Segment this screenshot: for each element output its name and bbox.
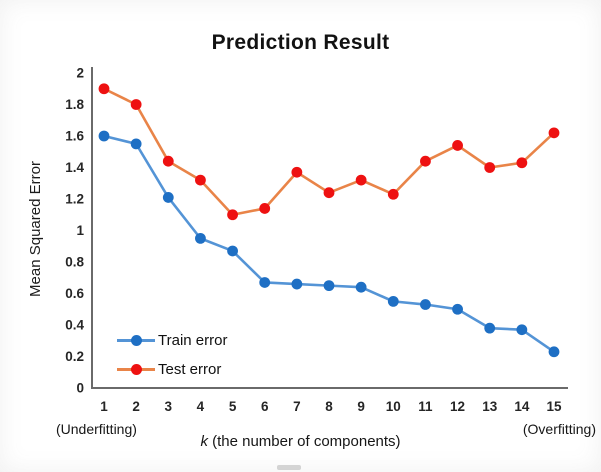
x-tick-label: 10 [386,399,401,414]
train-error-point [98,130,110,142]
test-error-point [484,162,496,173]
train-error-point [548,346,560,358]
x-tick-label: 5 [229,399,237,414]
y-tick-label: 0 [76,381,84,396]
x-tick-label: 2 [132,399,140,414]
test-error-point [162,155,174,167]
x-tick-label: 14 [514,399,530,414]
test-error-point [420,155,431,167]
test-error-point [548,127,560,139]
train-error-point [259,277,271,288]
underfitting-annotation: (Underfitting) [56,421,137,437]
train-error-point [227,245,238,257]
x-tick-label: 11 [418,399,433,414]
x-tick-label: 6 [261,399,269,414]
x-axis-label-rest: (the number of components) [207,433,401,450]
chart-legend: Train error Test error [117,326,227,384]
train-error-point [452,303,463,315]
test-error-point [195,174,206,186]
x-axis-label-k: k [200,433,208,450]
y-tick-label: 0.4 [65,318,84,333]
x-tick-label: 8 [325,399,333,414]
train-error-point [484,322,496,334]
x-tick-label: 13 [482,399,498,414]
overfitting-annotation: (Overfitting) [522,421,596,437]
test-error-legend-marker-icon [117,364,155,375]
y-tick-label: 1.8 [65,97,84,112]
test-error-point [516,157,528,169]
x-tick-label: 4 [197,399,205,414]
train-error-legend-marker-icon [117,335,155,346]
x-axis-label: k (the number of components) [0,433,601,450]
x-tick-label: 12 [450,399,465,414]
train-error-point [291,278,303,290]
x-tick-label: 15 [546,399,562,414]
train-error-point [420,299,431,310]
y-tick-label: 2 [76,66,84,81]
y-tick-label: 0.2 [65,349,84,364]
test-error-point [452,140,463,151]
y-tick-label: 1.2 [65,192,84,207]
test-error-point [323,187,335,199]
y-tick-label: 1.6 [65,129,84,144]
legend-item-train-error: Train error [117,326,227,355]
train-error-point [323,280,335,292]
x-tick-label: 9 [357,399,365,414]
test-error-point [387,188,399,200]
test-error-point [355,174,367,186]
chart-title: Prediction Result [211,31,390,54]
legend-item-test-error: Test error [117,355,227,384]
test-error-point [259,203,271,214]
cropped-watermark-fragment [277,465,301,470]
x-tick-label: 3 [165,399,173,414]
x-tick-label: 7 [293,399,301,414]
legend-label: Train error [158,332,228,349]
test-error-point [227,209,238,221]
train-error-point [355,281,367,293]
legend-label: Test error [158,361,222,378]
train-error-point [195,232,206,244]
y-tick-label: 0.6 [65,286,84,301]
x-tick-label: 1 [100,399,108,414]
train-error-point [162,192,174,203]
test-error-point [291,166,303,178]
train-error-point [387,295,399,307]
y-tick-label: 1 [76,223,84,238]
y-tick-label: 0.8 [65,255,84,270]
test-error-point [130,99,142,110]
train-error-point [516,324,528,336]
test-error-point [98,83,110,95]
y-tick-label: 1.4 [65,160,84,175]
train-error-point [130,138,142,150]
